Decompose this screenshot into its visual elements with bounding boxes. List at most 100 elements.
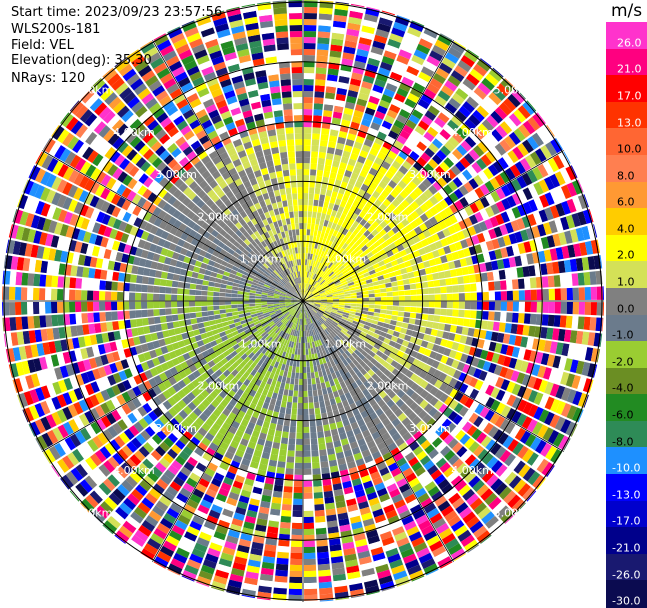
range-gate	[255, 303, 261, 305]
range-gate	[278, 455, 286, 462]
range-gate	[277, 461, 285, 468]
range-gate	[238, 311, 244, 315]
range-gate	[368, 286, 375, 290]
range-gate	[304, 541, 315, 547]
range-gate	[303, 397, 308, 403]
range-gate	[106, 322, 113, 332]
range-gate	[205, 326, 212, 332]
range-gate	[135, 302, 141, 310]
range-gate	[308, 205, 313, 211]
range-gate	[129, 302, 135, 310]
range-gate	[345, 303, 351, 305]
range-gate	[10, 271, 17, 285]
range-gate	[319, 146, 327, 153]
range-gate	[111, 311, 118, 320]
range-gate	[386, 310, 393, 315]
range-gate	[39, 302, 45, 314]
range-gate	[231, 294, 237, 298]
range-gate	[304, 445, 311, 451]
range-gate	[249, 298, 255, 300]
range-gate	[289, 577, 302, 583]
range-gate	[561, 302, 567, 314]
range-gate	[190, 284, 197, 290]
range-gate	[548, 315, 555, 327]
range-gate	[295, 348, 298, 354]
range-gate	[307, 223, 311, 229]
range-gate	[447, 302, 453, 309]
range-gate	[317, 49, 329, 56]
range-gate	[280, 382, 285, 389]
range-gate	[304, 109, 313, 115]
range-gate	[117, 302, 123, 310]
range-gate	[171, 308, 177, 314]
range-gate	[317, 170, 324, 177]
range-gate	[323, 201, 329, 208]
range-gate	[196, 317, 203, 323]
range-gate	[300, 355, 303, 361]
range-gate	[315, 73, 326, 80]
range-gate	[51, 276, 58, 288]
range-gate	[319, 582, 332, 589]
range-gate	[315, 522, 326, 529]
range-gate	[403, 279, 410, 285]
range-gate	[304, 481, 312, 487]
range-gate	[226, 309, 232, 313]
range-gate	[304, 115, 312, 121]
range-gate	[277, 419, 284, 426]
range-gate	[195, 290, 201, 295]
range-gate	[160, 279, 167, 286]
range-gate	[195, 296, 201, 301]
range-gate	[393, 296, 399, 300]
range-gate	[237, 301, 243, 304]
range-gate	[317, 552, 329, 559]
range-gate	[293, 493, 302, 499]
range-gate	[299, 385, 303, 391]
range-gate	[207, 291, 213, 296]
range-gate	[451, 317, 458, 325]
range-gate	[21, 287, 27, 300]
range-gate	[446, 286, 453, 293]
range-gate	[306, 355, 309, 361]
range-gate	[325, 381, 331, 388]
range-gate	[202, 285, 209, 290]
range-gate	[9, 287, 15, 300]
range-gate	[293, 360, 297, 366]
range-gate	[457, 276, 464, 284]
range-gate	[303, 175, 309, 181]
range-gate	[303, 223, 307, 229]
range-gate	[542, 314, 549, 325]
range-gate	[309, 408, 315, 414]
range-gate	[304, 145, 311, 151]
range-gate	[591, 287, 597, 300]
range-gate	[325, 400, 331, 407]
range-gate	[45, 302, 51, 314]
range-gate	[214, 310, 221, 315]
range-gate	[293, 397, 298, 403]
range-gate	[312, 212, 317, 219]
range-gate	[321, 134, 329, 141]
range-gate	[402, 273, 409, 279]
range-gate	[512, 279, 519, 289]
range-gate	[118, 273, 125, 282]
range-gate	[308, 199, 313, 205]
range-gate	[148, 277, 155, 285]
range-gate	[314, 366, 318, 373]
range-gate	[315, 85, 325, 92]
range-gate	[440, 287, 447, 294]
range-gate	[584, 272, 591, 285]
range-gate	[274, 387, 280, 394]
range-gate	[393, 291, 399, 296]
range-gate	[494, 281, 501, 290]
range-gate	[499, 270, 506, 280]
range-gate	[325, 214, 331, 221]
range-gate	[314, 230, 318, 237]
range-gate	[446, 309, 453, 316]
range-gate	[307, 217, 311, 223]
range-gate	[171, 288, 177, 294]
range-gate	[428, 315, 435, 322]
range-gate	[305, 259, 307, 265]
range-gate	[300, 367, 303, 373]
range-gate	[281, 510, 291, 517]
range-gate	[318, 395, 323, 402]
range-gate	[315, 224, 319, 231]
